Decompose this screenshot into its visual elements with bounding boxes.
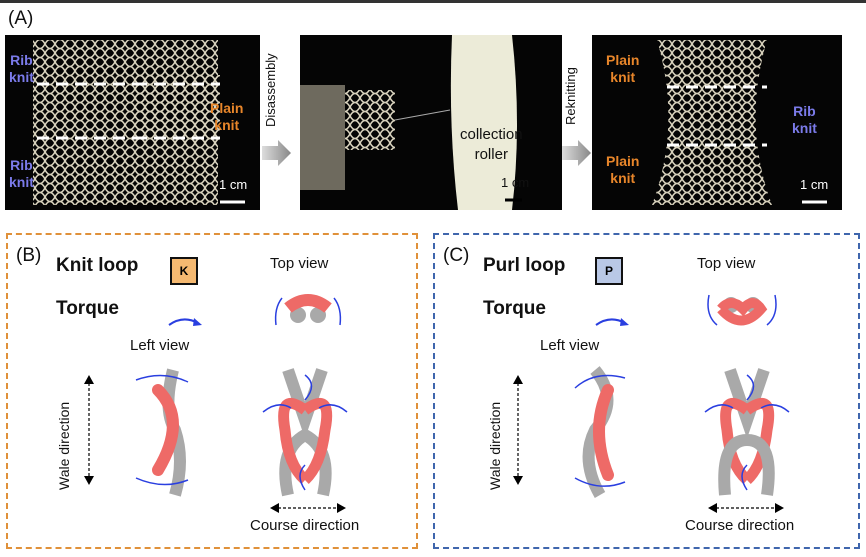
wale-direction-arrow-icon (513, 375, 523, 485)
torque-label: Torque (56, 298, 119, 319)
wale-direction-label: Wale direction (487, 401, 503, 490)
top-view-label: Top view (270, 255, 329, 272)
course-direction-arrow-icon (270, 503, 346, 513)
course-direction-label: Course direction (250, 517, 360, 534)
knit-fabric-image (33, 40, 245, 205)
torque-arrow-icon (168, 318, 202, 326)
purl-front-view-illustration (704, 368, 790, 496)
scale-bar-label: 1 cm (219, 177, 248, 192)
plain-knit-label: Plain knit (210, 100, 244, 133)
collection-roller-label: collection roller (460, 126, 523, 163)
knit-left-view-illustration (135, 368, 189, 497)
panel-a-label: (A) (8, 8, 34, 29)
disassembly-label: Disassembly (263, 53, 278, 127)
photo-original-fabric: Rib knit Plain knit Rib knit 1 cm (5, 35, 260, 210)
process-arrow-icon (262, 140, 291, 166)
torque-label: Torque (483, 298, 546, 319)
photo-reknitted-fabric: Plain knit Rib knit Plain knit 1 cm (592, 35, 842, 210)
panel-c-label: (C) (443, 245, 470, 266)
purl-top-view-illustration (707, 294, 777, 326)
wale-direction-arrow-icon (84, 375, 94, 485)
rib-knit-label-top: Rib knit (9, 52, 34, 85)
top-rule (0, 0, 866, 3)
top-view-label: Top view (697, 255, 756, 272)
photo-disassembly: collection roller 1 cm (300, 35, 562, 210)
purl-badge: P (595, 257, 623, 285)
knit-top-view-illustration (274, 294, 342, 326)
plain-knit-label-bottom: Plain knit (606, 153, 640, 186)
panel-b-knit-loop: (B) Knit loop K Torque Top view Left vie… (6, 233, 418, 549)
knit-badge: K (170, 257, 198, 285)
rib-knit-label: Rib knit (792, 103, 817, 136)
panel-b-label: (B) (16, 245, 42, 266)
torque-arrow-icon (595, 318, 629, 326)
left-view-label: Left view (540, 337, 600, 354)
reknitted-fabric-image (652, 40, 827, 205)
plain-knit-label-top: Plain knit (606, 52, 640, 85)
knit-front-view-illustration (262, 368, 348, 497)
wale-direction-label: Wale direction (56, 401, 72, 490)
left-view-label: Left view (130, 337, 190, 354)
scale-bar-label: 1 cm (501, 175, 530, 190)
disassembly-image (300, 35, 522, 210)
purl-loop-title: Purl loop (483, 255, 566, 276)
course-direction-arrow-icon (708, 503, 784, 513)
purl-left-view-illustration (574, 366, 626, 498)
knit-loop-title: Knit loop (56, 255, 139, 276)
course-direction-label: Course direction (685, 517, 795, 534)
panel-c-purl-loop: (C) Purl loop P Torque Top view Left vie… (433, 233, 860, 549)
process-arrow-icon (562, 140, 591, 166)
reknitting-label: Reknitting (563, 67, 578, 125)
rib-knit-label-bottom: Rib knit (9, 157, 34, 190)
scale-bar-label: 1 cm (800, 177, 829, 192)
